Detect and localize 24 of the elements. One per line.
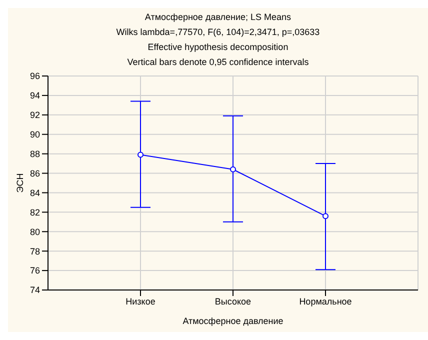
y-tick-label: 86 <box>30 168 40 178</box>
y-tick-label: 96 <box>30 71 40 82</box>
text: Vertical bars denote 0,95 confidence intervals <box>126 56 310 69</box>
y-tick-label: 84 <box>30 188 40 198</box>
y-axis-title: ЭСН <box>15 173 26 193</box>
y-tick-label: 74 <box>30 285 40 296</box>
chart-subtitle: Wilks lambda=,77570, F(6, 104)=2,3471, p=,03633 <box>115 26 321 39</box>
text: Effective hypothesis decomposition <box>146 41 290 54</box>
x-tick-label: Нормальное <box>299 296 352 306</box>
point <box>230 166 236 172</box>
chart-title: Атмосферное давление; LS Means <box>144 11 292 24</box>
y-tick-label: 90 <box>30 130 40 140</box>
point <box>138 152 144 158</box>
y-tick-label: 80 <box>30 226 40 237</box>
x-tick-label: Высокое <box>214 296 252 306</box>
y-tick-label: 82 <box>30 207 40 218</box>
y-tick-label: 78 <box>30 246 40 256</box>
y-tick-label: 88 <box>30 149 40 160</box>
x-tick-label: Низкое <box>126 296 156 306</box>
y-tick-label: 92 <box>30 110 40 120</box>
x-axis-title: Атмосферное давление <box>182 316 284 326</box>
y-tick-label: 76 <box>30 266 40 276</box>
y-tick-label: 94 <box>30 90 40 101</box>
point <box>322 213 328 220</box>
